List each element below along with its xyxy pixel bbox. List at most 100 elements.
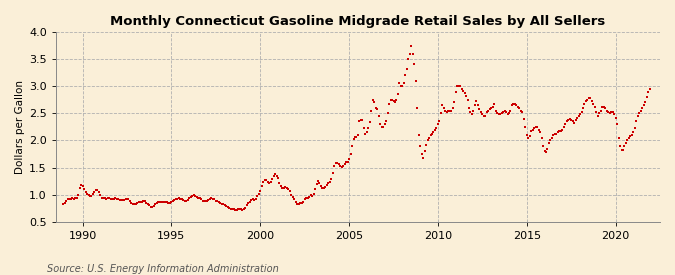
Point <box>404 51 415 56</box>
Point <box>382 111 393 116</box>
Point <box>135 199 146 204</box>
Point <box>541 150 551 155</box>
Point <box>625 134 636 138</box>
Point <box>409 62 420 67</box>
Point <box>290 200 301 204</box>
Point <box>470 103 481 107</box>
Point <box>286 193 297 197</box>
Point <box>466 112 477 117</box>
Point <box>308 191 319 196</box>
Point <box>508 101 519 106</box>
Point <box>406 43 416 48</box>
Point <box>250 197 261 201</box>
Point <box>629 126 640 131</box>
Point <box>431 126 442 131</box>
Point <box>185 195 196 200</box>
Point <box>256 184 267 188</box>
Point <box>205 197 215 201</box>
Point <box>552 130 563 134</box>
Point <box>574 112 585 117</box>
Point <box>598 104 609 109</box>
Point <box>163 200 174 205</box>
Point <box>595 108 606 113</box>
Point <box>173 196 184 200</box>
Point <box>107 197 117 201</box>
Point <box>258 179 269 184</box>
Point <box>593 114 603 118</box>
Point <box>641 95 652 99</box>
Point <box>570 118 581 122</box>
Point <box>433 122 443 126</box>
Point <box>145 204 156 209</box>
Point <box>387 98 398 102</box>
Point <box>632 114 643 118</box>
Point <box>224 206 235 210</box>
Point <box>389 100 400 104</box>
Point <box>373 114 384 118</box>
Point <box>549 132 560 136</box>
Point <box>531 125 541 129</box>
Point <box>114 198 125 202</box>
Point <box>280 185 291 189</box>
Point <box>616 148 627 152</box>
Point <box>304 195 315 199</box>
Point <box>435 111 446 116</box>
Point <box>608 110 618 114</box>
Point <box>640 100 651 104</box>
Point <box>563 118 574 122</box>
Point <box>439 106 450 110</box>
Point <box>209 197 220 202</box>
Point <box>410 79 421 83</box>
Point <box>271 174 282 178</box>
Point <box>397 84 408 88</box>
Point <box>350 134 360 139</box>
Point <box>221 204 232 208</box>
Point <box>333 162 344 166</box>
Point <box>62 197 73 202</box>
Point <box>603 110 614 114</box>
Point <box>198 199 209 203</box>
Title: Monthly Connecticut Gasoline Midgrade Retail Sales by All Sellers: Monthly Connecticut Gasoline Midgrade Re… <box>110 15 605 28</box>
Point <box>320 185 331 189</box>
Point <box>348 137 359 142</box>
Point <box>583 96 594 100</box>
Point <box>493 112 504 117</box>
Point <box>605 110 616 114</box>
Point <box>227 207 238 211</box>
Point <box>375 122 385 126</box>
Point <box>237 208 248 212</box>
Point <box>90 188 101 192</box>
Point <box>151 200 162 205</box>
Point <box>587 99 597 104</box>
Point <box>517 110 528 114</box>
Point <box>388 99 399 104</box>
Point <box>218 202 229 207</box>
Point <box>510 101 520 106</box>
Point <box>532 125 543 129</box>
Point <box>533 127 544 132</box>
Point <box>72 196 82 200</box>
Point <box>111 197 122 201</box>
Point <box>609 112 620 117</box>
Point <box>169 198 180 202</box>
Point <box>246 198 256 202</box>
Point <box>471 99 482 104</box>
Point <box>249 198 260 202</box>
Point <box>319 186 329 190</box>
Point <box>316 184 327 189</box>
Point <box>363 126 374 131</box>
Point <box>240 205 251 210</box>
Point <box>273 176 284 181</box>
Point <box>313 178 323 183</box>
Point <box>474 107 485 111</box>
Point <box>197 198 208 203</box>
Point <box>202 198 213 203</box>
Point <box>187 194 198 198</box>
Point <box>253 192 264 196</box>
Point <box>462 98 473 102</box>
Point <box>236 207 246 211</box>
Point <box>150 202 161 207</box>
Point <box>288 195 298 200</box>
Point <box>154 199 165 204</box>
Point <box>594 111 605 116</box>
